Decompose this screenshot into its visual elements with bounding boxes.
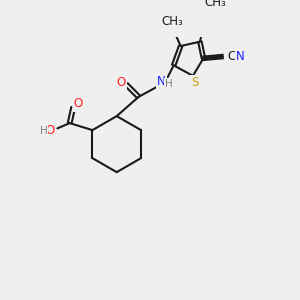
Text: H: H xyxy=(165,79,173,89)
Text: N: N xyxy=(236,50,244,63)
Text: S: S xyxy=(191,76,198,89)
Text: H: H xyxy=(40,126,47,136)
Text: N: N xyxy=(157,76,166,88)
Text: O: O xyxy=(46,124,55,137)
Text: CH₃: CH₃ xyxy=(161,15,183,28)
Text: C: C xyxy=(227,50,236,63)
Text: CH₃: CH₃ xyxy=(205,0,226,9)
Text: O: O xyxy=(116,76,126,89)
Text: O: O xyxy=(74,98,83,110)
